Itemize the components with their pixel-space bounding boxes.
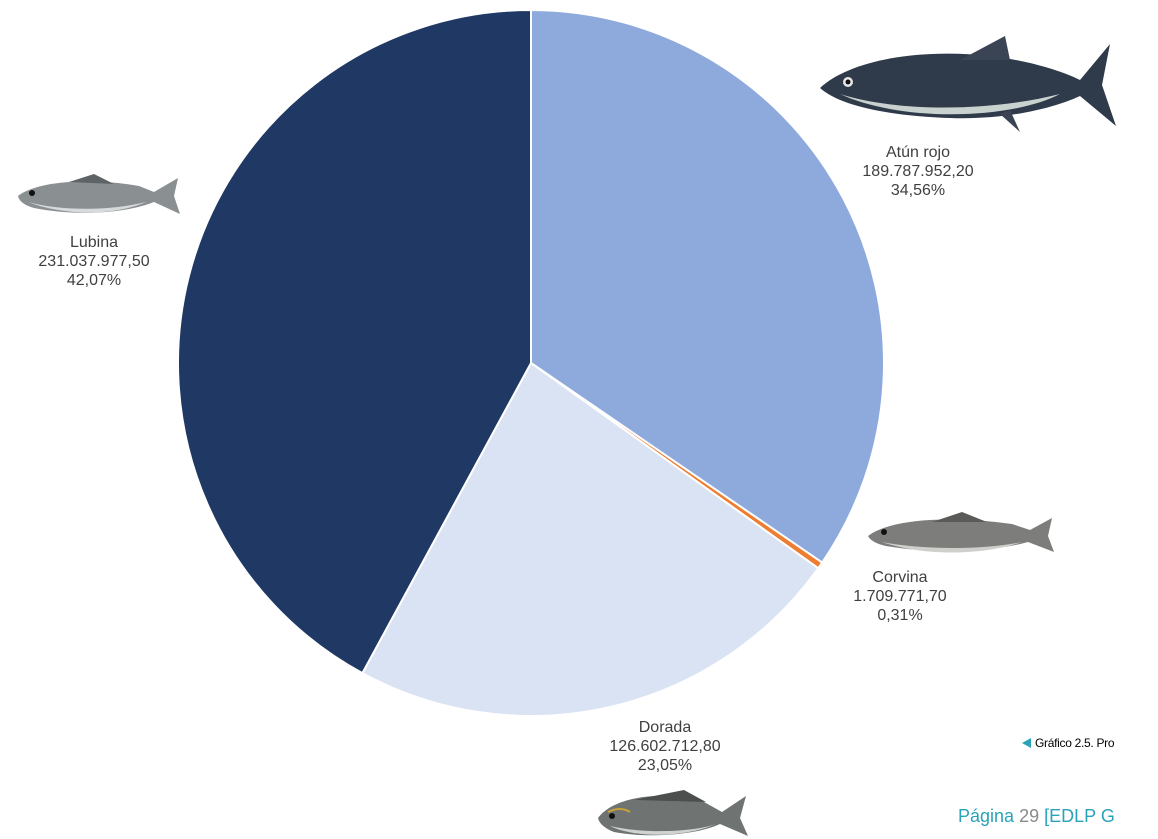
pie-slice-at-n-rojo: [530, 8, 885, 564]
slice-percent: 0,31%: [877, 607, 923, 624]
slice-label-dorada: Dorada 126.602.712,80 23,05%: [580, 718, 750, 775]
pie-slice-lubina: [177, 8, 532, 675]
page-footer: Página 29 [EDLP G: [958, 806, 1158, 827]
slice-value: 126.602.712,80: [609, 738, 721, 755]
slice-value: 1.709.771,70: [853, 588, 947, 605]
figure-caption: Gráfico 2.5. Pro: [1022, 736, 1158, 750]
slice-value: 231.037.977,50: [38, 253, 150, 270]
slice-label-atun-rojo: Atún rojo 189.787.952,20 34,56%: [838, 143, 998, 200]
caption-text: Gráfico 2.5. Pro: [1035, 736, 1115, 750]
slice-label-corvina: Corvina 1.709.771,70 0,31%: [820, 568, 980, 625]
slice-name: Lubina: [69, 234, 119, 251]
footer-rest: [EDLP G: [1044, 806, 1115, 826]
pie-slices: [177, 8, 885, 717]
tuna-fish-image: [820, 36, 1116, 132]
slice-name: Corvina: [872, 569, 928, 586]
pie-slice-dorada: [361, 361, 820, 717]
sea-bass-fish-image: [18, 174, 180, 214]
footer-label: Página: [958, 806, 1015, 826]
slice-percent: 42,07%: [66, 272, 122, 289]
slice-percent: 23,05%: [637, 757, 693, 774]
sea-bream-fish-image: [598, 790, 748, 836]
meagre-fish-image: [868, 512, 1054, 553]
page-number: 29: [1019, 806, 1040, 826]
slice-percent: 34,56%: [890, 182, 946, 199]
slice-value: 189.787.952,20: [862, 163, 974, 180]
slice-label-lubina: Lubina 231.037.977,50 42,07%: [14, 233, 174, 290]
caption-arrow-icon: [1022, 738, 1031, 748]
slice-name: Atún rojo: [885, 144, 951, 161]
slice-name: Dorada: [638, 719, 692, 736]
